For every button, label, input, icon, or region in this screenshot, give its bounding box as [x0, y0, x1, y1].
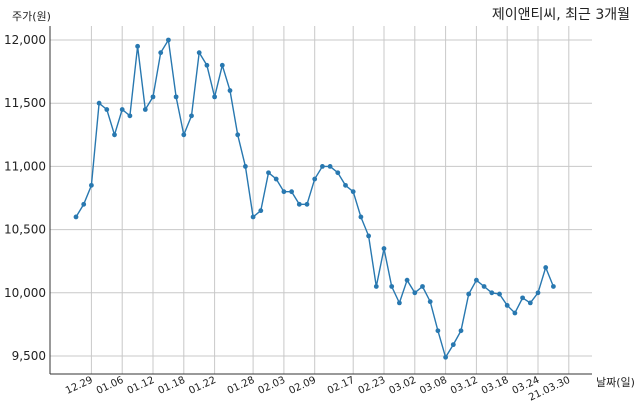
data-point [127, 113, 133, 119]
data-point [543, 265, 549, 270]
y-tick-label: 11,000 [4, 159, 46, 173]
data-point [212, 94, 218, 100]
data-point [266, 170, 271, 176]
x-tick-label: 01.22 [187, 375, 218, 397]
x-tick-label: 01.12 [126, 375, 157, 397]
data-point [489, 290, 495, 296]
data-point [135, 43, 141, 49]
y-tick-label: 11,500 [4, 96, 46, 110]
data-point [158, 50, 164, 56]
data-point [150, 94, 156, 100]
data-point [235, 132, 241, 138]
data-point [458, 328, 464, 334]
axes [49, 26, 592, 375]
data-point [420, 284, 425, 289]
data-point [520, 295, 525, 301]
data-point [219, 62, 225, 68]
data-point [373, 284, 379, 289]
data-point [535, 290, 541, 296]
x-tick-label: 12.29 [64, 375, 95, 397]
data-point [73, 214, 79, 220]
data-point [397, 300, 402, 306]
data-point [404, 277, 410, 283]
data-point [227, 88, 233, 93]
data-point [250, 214, 256, 220]
data-point [289, 189, 294, 195]
data-point [273, 176, 279, 182]
data-point [196, 50, 202, 56]
data-point [427, 299, 433, 305]
y-tick-label: 9,500 [12, 349, 46, 363]
data-point [358, 214, 364, 220]
y-tick-label: 10,500 [4, 223, 46, 237]
data-point [81, 201, 87, 207]
data-point [104, 107, 110, 112]
x-axis-label: 날짜(일) [596, 376, 635, 389]
data-point [381, 246, 387, 251]
x-tick-label: 01.18 [156, 375, 187, 397]
data-point [474, 277, 479, 283]
data-point [527, 300, 533, 306]
y-tick-labels: 9,500 10,000 10,500 11,000 11,500 12,000 [4, 33, 46, 363]
x-tick-label: 03.08 [418, 375, 449, 397]
y-gridlines [50, 39, 592, 357]
y-tick-label: 10,000 [4, 286, 46, 300]
data-point [243, 164, 248, 169]
data-point [173, 94, 179, 100]
data-point [504, 303, 510, 308]
data-point [112, 132, 117, 138]
x-tick-label: 01.28 [226, 375, 257, 397]
x-tick-label: 02.09 [287, 375, 318, 397]
data-point [320, 164, 325, 169]
data-point [327, 164, 333, 169]
x-tick-label: 02.17 [326, 375, 357, 397]
data-point [89, 182, 94, 188]
data-point [335, 170, 341, 176]
data-point [281, 189, 287, 195]
x-tick-label: 03.18 [480, 375, 511, 397]
data-point [304, 201, 310, 207]
x-tick-label: 03.12 [449, 375, 480, 397]
price-series [73, 37, 556, 360]
data-point [181, 132, 187, 138]
x-tick-label: 03.02 [387, 375, 418, 397]
data-point [312, 176, 318, 182]
data-point [296, 201, 302, 207]
data-point [435, 328, 441, 334]
chart-title: 제이앤티씨, 최근 3개월 [491, 7, 630, 23]
data-point [551, 284, 556, 289]
data-point [258, 208, 264, 214]
data-point [481, 284, 487, 289]
data-point [166, 37, 171, 43]
x-tick-label: 01.06 [95, 375, 126, 397]
data-point [350, 189, 356, 195]
data-point [366, 233, 371, 239]
data-point [189, 113, 194, 119]
data-point [512, 310, 518, 316]
x-tick-label: 02.23 [357, 375, 388, 397]
y-axis-label: 주가(원) [12, 10, 51, 23]
data-point [450, 342, 456, 348]
data-point [412, 290, 418, 296]
data-point [466, 291, 472, 297]
x-tick-label: 02.03 [257, 375, 288, 397]
data-point [343, 182, 348, 188]
data-point [443, 354, 448, 360]
data-point [142, 107, 148, 112]
y-tick-label: 12,000 [4, 33, 46, 47]
data-point [204, 62, 210, 68]
data-point [119, 107, 125, 112]
data-point [389, 284, 395, 289]
x-gridlines [90, 26, 570, 374]
x-tick-labels: 12.29 01.06 01.12 01.18 01.22 01.28 02.03 02.09… [64, 375, 572, 404]
data-point [497, 291, 502, 297]
data-point [96, 100, 102, 106]
